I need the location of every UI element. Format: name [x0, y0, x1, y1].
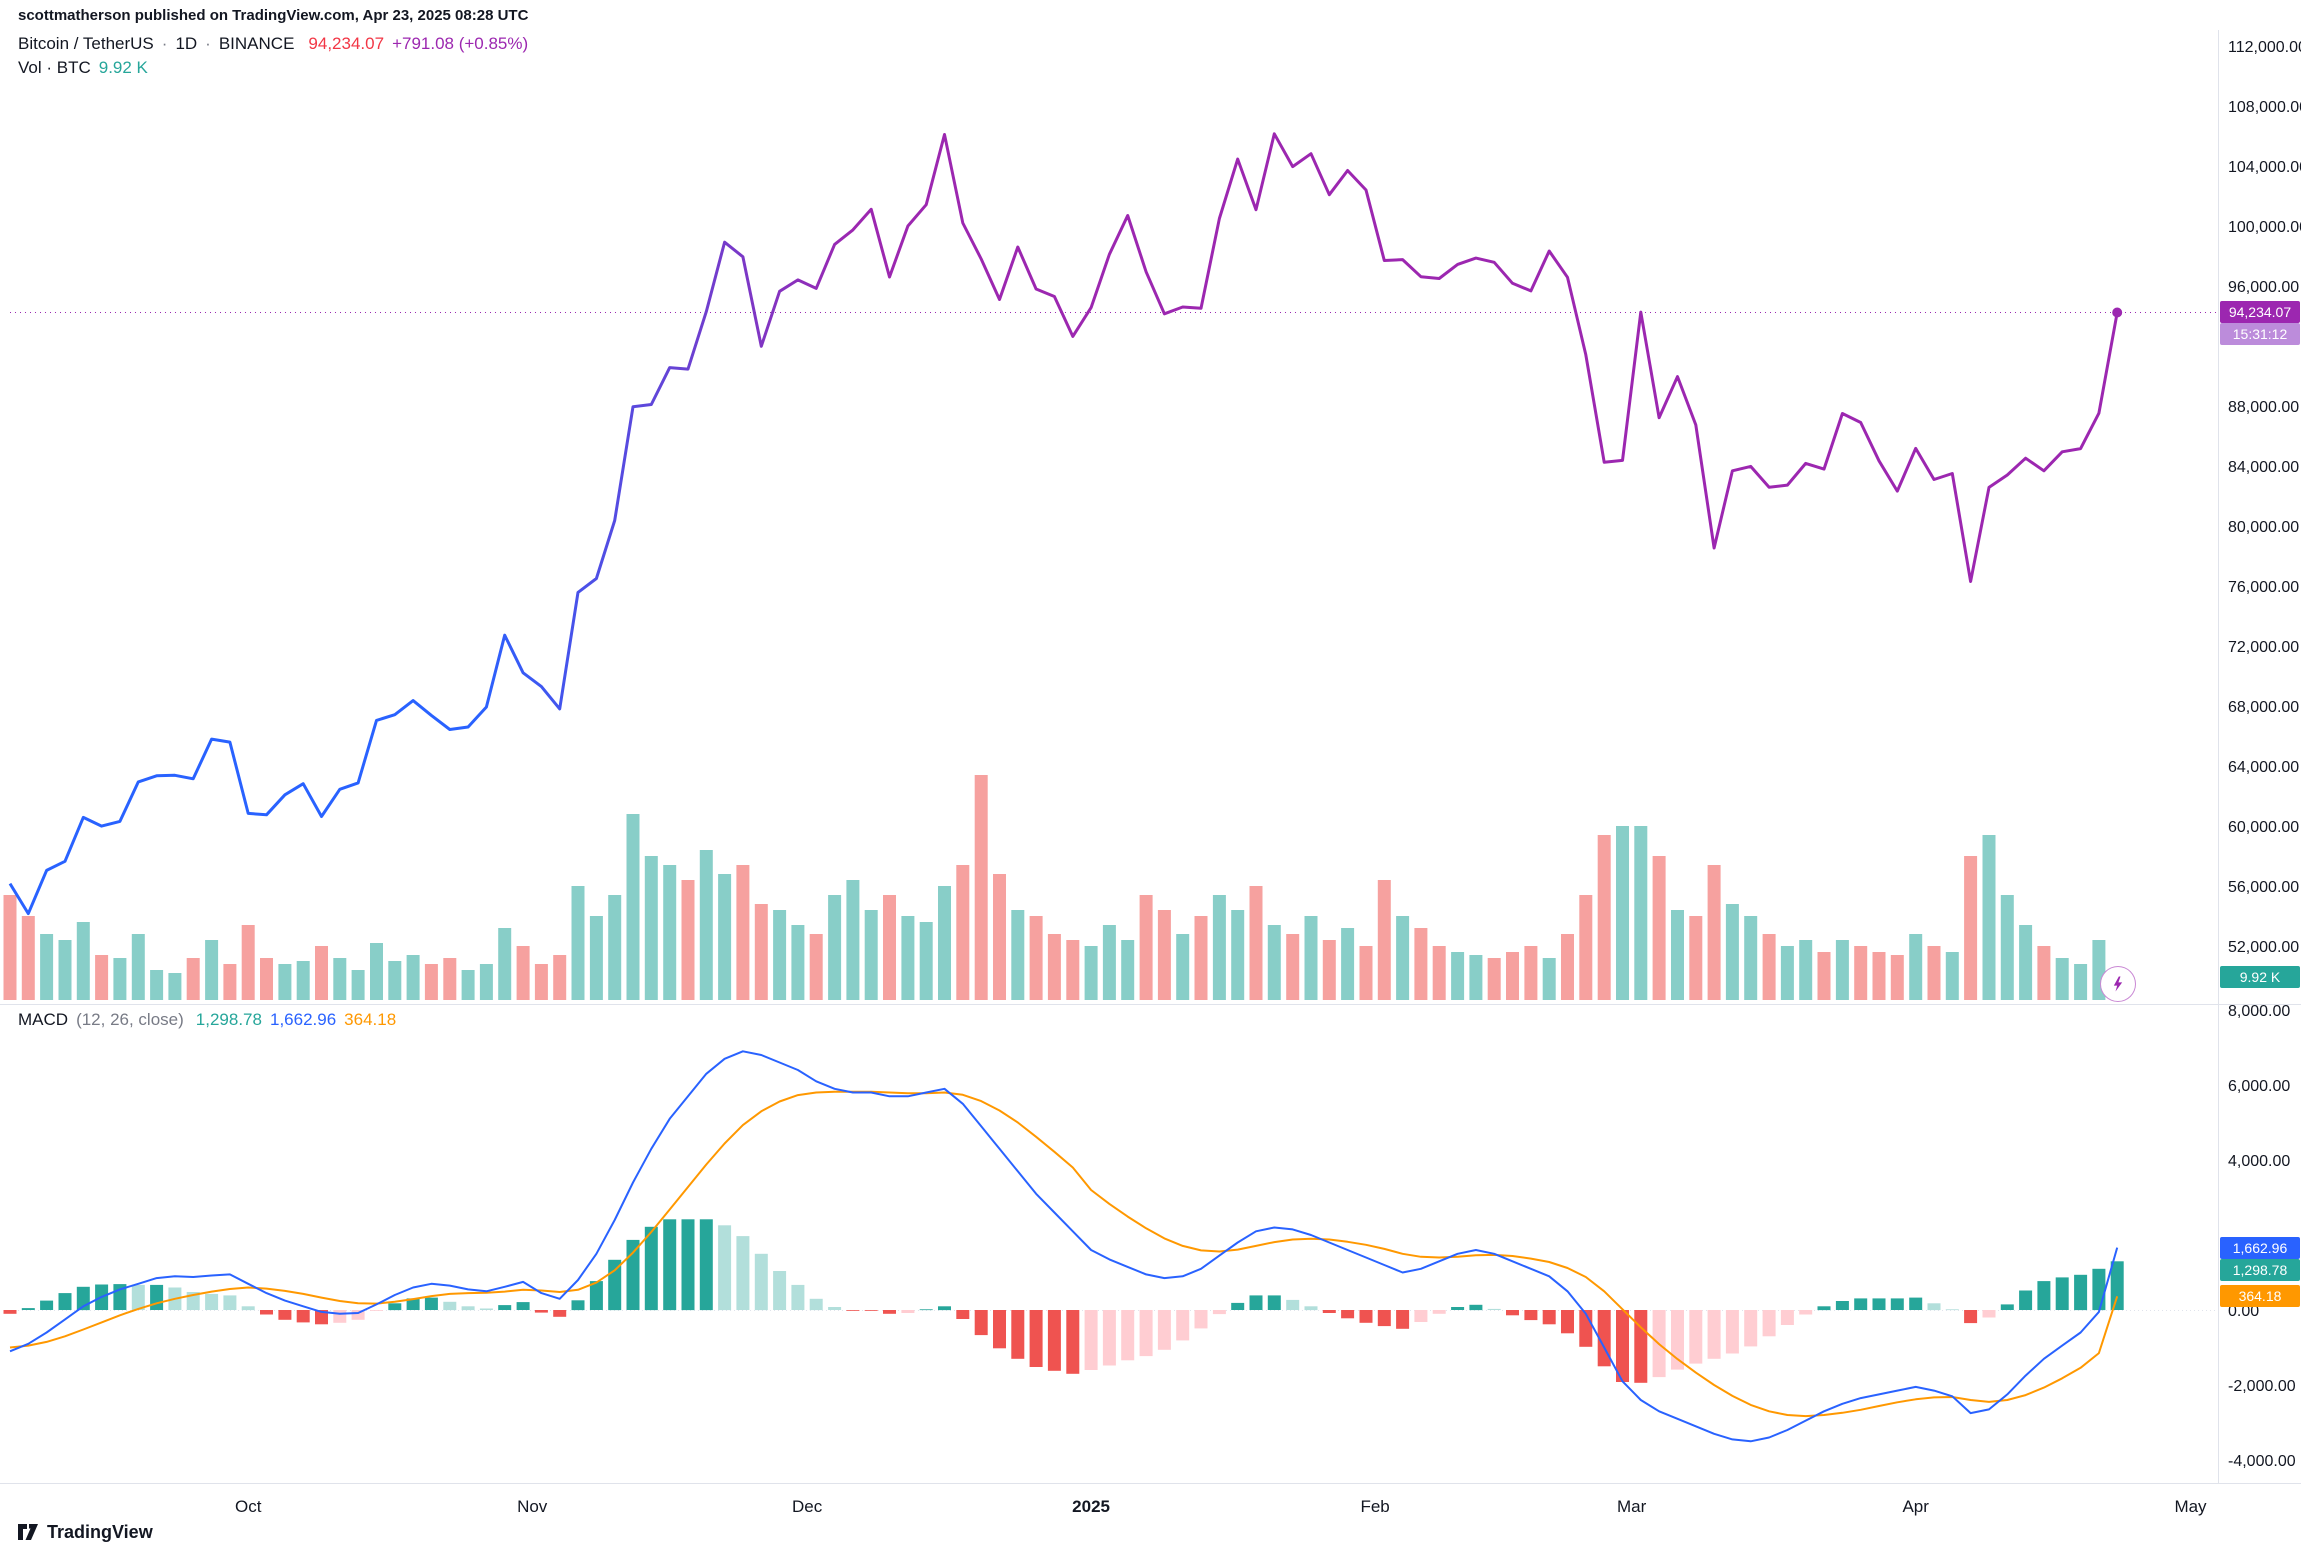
- svg-text:May: May: [2174, 1497, 2207, 1516]
- macd-histogram: [3, 1219, 2124, 1383]
- macd-lines: [9, 1050, 2119, 1443]
- legend-separator: ·: [205, 34, 211, 53]
- macd-line: [9, 1050, 2119, 1443]
- macd-hist-value: 1,298.78: [195, 1010, 262, 1029]
- svg-text:8,000.00: 8,000.00: [2228, 1003, 2290, 1020]
- legend-separator: ·: [161, 34, 168, 53]
- price-scale[interactable]: 112,000.00 108,000.00 104,000.00 100,000.00…: [2228, 39, 2301, 1470]
- exchange: BINANCE: [218, 34, 295, 53]
- pane-separators: [0, 30, 2301, 1484]
- svg-text:88,000.00: 88,000.00: [2228, 399, 2299, 416]
- svg-text:52,000.00: 52,000.00: [2228, 939, 2299, 956]
- volume-badge: 9.92 K: [2220, 966, 2300, 988]
- svg-text:6,000.00: 6,000.00: [2228, 1078, 2290, 1095]
- svg-text:64,000.00: 64,000.00: [2228, 759, 2299, 776]
- svg-text:56,000.00: 56,000.00: [2228, 879, 2299, 896]
- svg-text:68,000.00: 68,000.00: [2228, 699, 2299, 716]
- macd-title: MACD: [18, 1010, 69, 1029]
- price-countdown-badge: 15:31:12: [2220, 323, 2300, 345]
- svg-text:Mar: Mar: [1617, 1497, 1647, 1516]
- svg-text:2025: 2025: [1072, 1497, 1110, 1516]
- volume-label: Vol · BTC: [18, 58, 91, 77]
- macd-legend[interactable]: MACD (12, 26, close) 1,298.78 1,662.96 3…: [18, 1010, 396, 1030]
- macd-line-value: 1,662.96: [269, 1010, 337, 1029]
- svg-text:72,000.00: 72,000.00: [2228, 639, 2299, 656]
- last-price-dot: [2112, 307, 2123, 318]
- svg-text:60,000.00: 60,000.00: [2228, 819, 2299, 836]
- svg-text:80,000.00: 80,000.00: [2228, 519, 2299, 536]
- macd-signal-value: 364.18: [344, 1010, 397, 1029]
- svg-text:Dec: Dec: [792, 1497, 823, 1516]
- price-line: [8, 132, 2119, 916]
- macd-params: (12, 26, close): [76, 1010, 184, 1029]
- svg-text:-4,000.00: -4,000.00: [2228, 1453, 2296, 1470]
- svg-text:0.00: 0.00: [2228, 1303, 2259, 1320]
- price-badge: 94,234.07: [2220, 301, 2300, 323]
- tradingview-wordmark: TradingView: [47, 1521, 153, 1542]
- svg-text:84,000.00: 84,000.00: [2228, 459, 2299, 476]
- macd-hist-badge: 1,298.78: [2220, 1259, 2300, 1281]
- svg-text:76,000.00: 76,000.00: [2228, 579, 2299, 596]
- tradingview-footer[interactable]: TradingView: [16, 1520, 153, 1544]
- volume-value: 9.92 K: [98, 58, 148, 77]
- svg-text:Oct: Oct: [235, 1497, 262, 1516]
- svg-text:4,000.00: 4,000.00: [2228, 1153, 2290, 1170]
- timeframe: 1D: [175, 34, 198, 53]
- svg-text:Nov: Nov: [517, 1497, 548, 1516]
- volume-bars: [3, 775, 2124, 1000]
- last-price: 94,234.07: [308, 34, 385, 53]
- svg-text:104,000.00: 104,000.00: [2228, 159, 2301, 176]
- tradingview-logo-icon: [18, 1524, 38, 1540]
- svg-text:Apr: Apr: [1902, 1497, 1929, 1516]
- svg-text:100,000.00: 100,000.00: [2228, 219, 2301, 236]
- svg-text:108,000.00: 108,000.00: [2228, 99, 2301, 116]
- macd-value-badge: 1,662.96: [2220, 1237, 2300, 1259]
- time-scale[interactable]: Oct Nov Dec 2025 Feb Mar Apr May: [235, 1497, 2207, 1516]
- macd-signal-line: [9, 1090, 2119, 1418]
- price-change: +791.08 (+0.85%): [392, 34, 529, 53]
- svg-text:112,000.00: 112,000.00: [2228, 39, 2301, 56]
- publication-header: scottmatherson published on TradingView.…: [18, 7, 529, 24]
- svg-text:Feb: Feb: [1360, 1497, 1389, 1516]
- instrument-actions-button[interactable]: [2100, 966, 2136, 1002]
- symbol-name: Bitcoin / TetherUS: [18, 34, 154, 53]
- symbol-legend[interactable]: Bitcoin / TetherUS · 1D · BINANCE 94,234…: [18, 34, 528, 54]
- lightning-bolt-icon: [2113, 976, 2123, 992]
- svg-text:96,000.00: 96,000.00: [2228, 279, 2299, 296]
- volume-legend[interactable]: Vol · BTC 9.92 K: [18, 58, 148, 78]
- macd-signal-badge: 364.18: [2220, 1285, 2300, 1307]
- svg-text:-2,000.00: -2,000.00: [2228, 1378, 2296, 1395]
